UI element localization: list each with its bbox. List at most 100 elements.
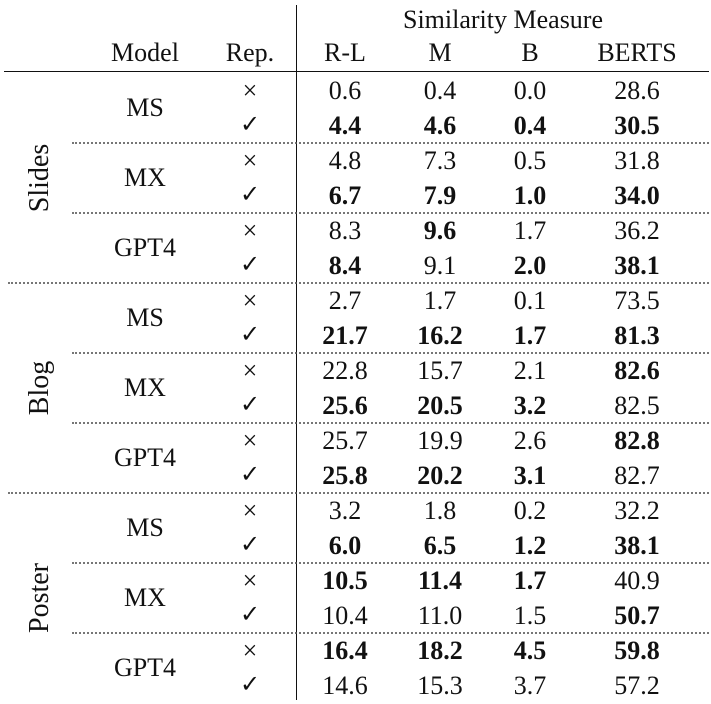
- cell-berts: 28.6: [614, 76, 660, 105]
- cell-b: 1.5: [513, 601, 547, 630]
- cell-berts: 82.8: [614, 426, 660, 455]
- section-separator: [8, 282, 709, 284]
- cell-b: 0.4: [513, 111, 547, 140]
- cell-rl: 2.7: [328, 286, 362, 315]
- check-icon: ✓: [239, 462, 261, 488]
- cell-rl: 10.4: [322, 601, 368, 630]
- cell-berts: 73.5: [614, 286, 660, 315]
- check-icon: ✓: [239, 672, 261, 698]
- cell-berts: 82.6: [614, 356, 660, 385]
- cross-icon: ×: [242, 426, 258, 455]
- cell-b: 0.0: [513, 76, 547, 105]
- cell-rl: 0.6: [328, 76, 362, 105]
- cell-m: 19.9: [417, 426, 463, 455]
- model-label: MS: [126, 93, 164, 122]
- cell-rl: 21.7: [322, 321, 368, 350]
- cross-icon: ×: [242, 496, 258, 525]
- header-similarity-measure: Similarity Measure: [402, 5, 604, 34]
- cell-berts: 82.7: [614, 461, 660, 490]
- cross-icon: ×: [242, 76, 258, 105]
- check-icon: ✓: [239, 322, 261, 348]
- cell-rl: 22.8: [322, 356, 368, 385]
- cross-icon: ×: [242, 216, 258, 245]
- cell-b: 2.1: [513, 356, 547, 385]
- cell-rl: 16.4: [322, 636, 368, 665]
- cell-b: 1.2: [513, 531, 547, 560]
- section-label: Poster: [24, 563, 55, 633]
- cell-b: 1.7: [513, 216, 547, 245]
- cell-rl: 4.4: [328, 111, 362, 140]
- model-label: GPT4: [113, 233, 177, 262]
- model-label: MX: [124, 163, 166, 192]
- cell-b: 0.2: [513, 496, 547, 525]
- header-rule: [4, 71, 709, 72]
- cell-m: 9.6: [423, 216, 457, 245]
- check-icon: ✓: [239, 112, 261, 138]
- model-label: MX: [124, 373, 166, 402]
- cell-m: 4.6: [423, 111, 457, 140]
- cell-b: 0.5: [513, 146, 547, 175]
- cell-rl: 6.7: [328, 181, 362, 210]
- cell-rl: 8.4: [328, 251, 362, 280]
- cell-m: 1.7: [423, 286, 457, 315]
- cell-rl: 25.8: [322, 461, 368, 490]
- header-model: Model: [111, 38, 179, 67]
- check-icon: ✓: [239, 252, 261, 278]
- cell-b: 3.7: [513, 671, 547, 700]
- cross-icon: ×: [242, 636, 258, 665]
- cell-berts: 50.7: [614, 601, 660, 630]
- cell-m: 11.0: [417, 601, 463, 630]
- model-separator: [72, 422, 709, 424]
- cell-b: 1.7: [513, 566, 547, 595]
- header-metric-berts: BERTS: [597, 38, 677, 67]
- cell-rl: 10.5: [322, 566, 368, 595]
- section-label: Blog: [24, 360, 55, 416]
- cross-icon: ×: [242, 566, 258, 595]
- cell-m: 7.3: [423, 146, 457, 175]
- header-rep: Rep.: [225, 38, 275, 67]
- header-metric-b: B: [521, 38, 539, 67]
- cell-berts: 59.8: [614, 636, 660, 665]
- cell-rl: 25.6: [322, 391, 368, 420]
- cell-b: 1.7: [513, 321, 547, 350]
- cell-berts: 34.0: [614, 181, 660, 210]
- section-separator: [8, 492, 709, 494]
- model-label: GPT4: [113, 653, 177, 682]
- cell-m: 1.8: [423, 496, 457, 525]
- cell-b: 2.0: [513, 251, 547, 280]
- model-separator: [72, 352, 709, 354]
- check-icon: ✓: [239, 182, 261, 208]
- check-icon: ✓: [239, 602, 261, 628]
- model-label: GPT4: [113, 443, 177, 472]
- cell-rl: 3.2: [328, 496, 362, 525]
- cell-rl: 8.3: [328, 216, 362, 245]
- section-label: Slides: [24, 143, 55, 213]
- check-icon: ✓: [239, 532, 261, 558]
- model-separator: [72, 142, 709, 144]
- model-label: MX: [124, 583, 166, 612]
- cell-m: 15.7: [417, 356, 463, 385]
- header-metric-m: M: [428, 38, 452, 67]
- header-metric-rl: R-L: [324, 38, 366, 67]
- cell-m: 18.2: [417, 636, 463, 665]
- cell-berts: 40.9: [614, 566, 660, 595]
- cell-m: 16.2: [417, 321, 463, 350]
- cell-m: 20.2: [417, 461, 463, 490]
- cell-rl: 14.6: [322, 671, 368, 700]
- cell-m: 9.1: [423, 251, 457, 280]
- cell-m: 7.9: [423, 181, 457, 210]
- cell-m: 15.3: [417, 671, 463, 700]
- check-icon: ✓: [239, 392, 261, 418]
- model-label: MS: [126, 303, 164, 332]
- cell-berts: 81.3: [614, 321, 660, 350]
- cell-m: 0.4: [423, 76, 457, 105]
- cell-m: 6.5: [423, 531, 457, 560]
- cell-berts: 31.8: [614, 146, 660, 175]
- cell-berts: 30.5: [614, 111, 660, 140]
- cell-b: 2.6: [513, 426, 547, 455]
- cell-rl: 25.7: [322, 426, 368, 455]
- cross-icon: ×: [242, 356, 258, 385]
- cell-b: 1.0: [513, 181, 547, 210]
- cell-berts: 38.1: [614, 531, 660, 560]
- cell-m: 20.5: [417, 391, 463, 420]
